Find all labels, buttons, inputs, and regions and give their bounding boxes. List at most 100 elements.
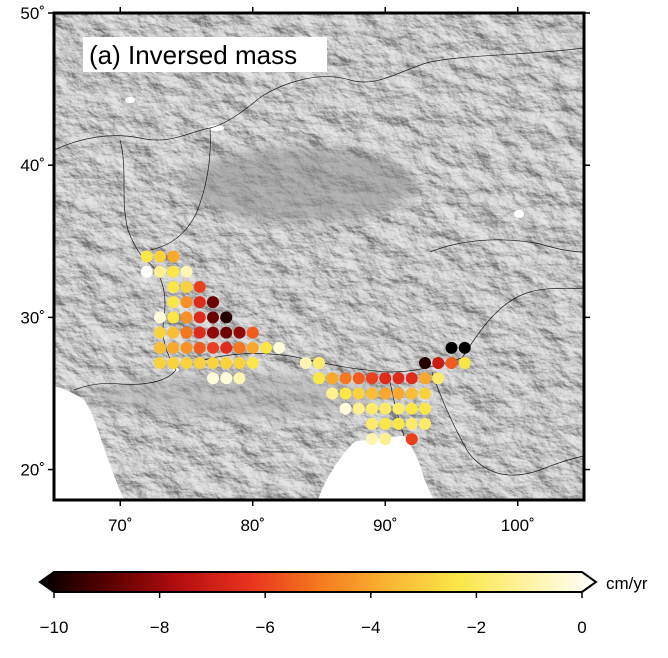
mass-change-point xyxy=(193,311,206,324)
mass-change-point xyxy=(339,387,352,400)
mass-change-point xyxy=(233,372,246,385)
lat-tick-label: 30˚ xyxy=(20,308,45,327)
mass-change-point xyxy=(207,357,219,370)
mass-change-point xyxy=(207,296,219,309)
mass-change-point xyxy=(445,357,458,370)
colorbar-gradient xyxy=(38,571,598,593)
mass-change-point xyxy=(220,326,233,339)
mass-change-point xyxy=(233,341,246,354)
mass-change-point xyxy=(207,372,219,385)
mass-change-point xyxy=(167,326,180,339)
lake xyxy=(514,210,524,218)
mass-change-point xyxy=(167,250,180,263)
mass-change-point xyxy=(405,402,418,415)
political-borders xyxy=(54,47,584,476)
mass-change-point xyxy=(180,341,193,354)
mass-change-point xyxy=(180,311,193,324)
mass-change-point xyxy=(207,326,219,339)
ganges-plain xyxy=(90,373,390,417)
mass-change-point xyxy=(260,341,272,354)
mass-change-point xyxy=(392,372,405,385)
mass-change-point xyxy=(392,387,405,400)
mass-change-point xyxy=(154,250,166,263)
mass-change-point xyxy=(339,402,352,415)
mass-change-point xyxy=(207,311,219,324)
mass-change-point xyxy=(379,372,392,385)
mass-change-point xyxy=(352,372,365,385)
mass-change-point xyxy=(379,417,392,430)
colorbar-tick-label: −10 xyxy=(40,618,69,637)
lon-tick-label: 70˚ xyxy=(108,516,133,535)
mass-change-point xyxy=(379,402,392,415)
mass-change-point xyxy=(154,326,166,339)
mass-change-point xyxy=(366,387,378,400)
mass-change-point xyxy=(326,387,339,400)
mass-change-point xyxy=(193,341,206,354)
mass-change-point xyxy=(313,357,325,370)
lake xyxy=(208,125,224,131)
arabian-sea xyxy=(54,386,124,500)
colorbar-ticks: −10 −8 −6 −4 −2 0 xyxy=(40,592,587,637)
mass-change-point xyxy=(167,357,180,370)
mass-change-point xyxy=(220,357,233,370)
mass-change-point xyxy=(326,372,339,385)
mass-change-point xyxy=(419,357,431,370)
map-frame xyxy=(52,11,586,502)
mass-change-dots xyxy=(140,250,471,446)
mass-change-point xyxy=(299,357,312,370)
colorbar-tick-label: −6 xyxy=(256,618,275,637)
mass-change-point xyxy=(458,341,471,354)
mass-change-point xyxy=(246,326,259,339)
mass-change-point xyxy=(392,402,405,415)
mass-change-point xyxy=(154,341,166,354)
mass-change-point xyxy=(432,372,445,385)
mass-change-point xyxy=(313,372,325,385)
map-title: (a) Inversed mass xyxy=(89,40,297,70)
mass-change-point xyxy=(379,387,392,400)
mass-change-point xyxy=(405,387,418,400)
colorbar-tick-label: −2 xyxy=(467,618,486,637)
mass-change-point xyxy=(140,265,153,278)
lon-tick-label: 90˚ xyxy=(373,516,398,535)
mass-change-point xyxy=(379,433,392,446)
mass-change-point xyxy=(273,341,286,354)
map-title-box: (a) Inversed mass xyxy=(83,37,327,72)
colorbar-unit: cm/yr xyxy=(606,574,648,593)
mass-change-point xyxy=(193,296,206,309)
mass-change-point xyxy=(445,341,458,354)
mass-change-point xyxy=(167,341,180,354)
mass-change-point xyxy=(432,357,445,370)
colorbar-tick-label: −4 xyxy=(361,618,380,637)
mass-change-point xyxy=(366,433,378,446)
mass-change-point xyxy=(352,402,365,415)
mass-change-point xyxy=(154,357,166,370)
mass-change-point xyxy=(154,311,166,324)
mass-change-point xyxy=(366,417,378,430)
mass-change-point xyxy=(419,417,431,430)
mass-change-point xyxy=(419,402,431,415)
mass-change-point xyxy=(207,341,219,354)
mass-change-point xyxy=(140,250,153,263)
mass-change-point xyxy=(405,433,418,446)
mass-change-point xyxy=(458,357,471,370)
lon-tick-label: 80˚ xyxy=(240,516,265,535)
lat-tick-label: 20˚ xyxy=(20,461,45,480)
mass-change-point xyxy=(352,387,365,400)
mass-change-point xyxy=(180,280,193,293)
tarim-basin xyxy=(185,147,415,223)
mass-change-point xyxy=(154,265,166,278)
mass-change-point xyxy=(339,372,352,385)
mass-change-point xyxy=(392,417,405,430)
mass-change-point xyxy=(167,265,180,278)
axis-ticks: 70˚ 80˚ 90˚ 100˚ 20˚ 30˚ 40˚ 50˚ xyxy=(20,4,590,535)
shaded-relief xyxy=(54,13,584,500)
mass-change-point xyxy=(180,296,193,309)
mass-change-point xyxy=(419,387,431,400)
mass-change-point xyxy=(193,357,206,370)
mass-change-point xyxy=(220,372,233,385)
mass-change-point xyxy=(180,265,193,278)
mass-change-point xyxy=(246,357,259,370)
mass-change-point xyxy=(366,402,378,415)
mass-change-point xyxy=(167,296,180,309)
